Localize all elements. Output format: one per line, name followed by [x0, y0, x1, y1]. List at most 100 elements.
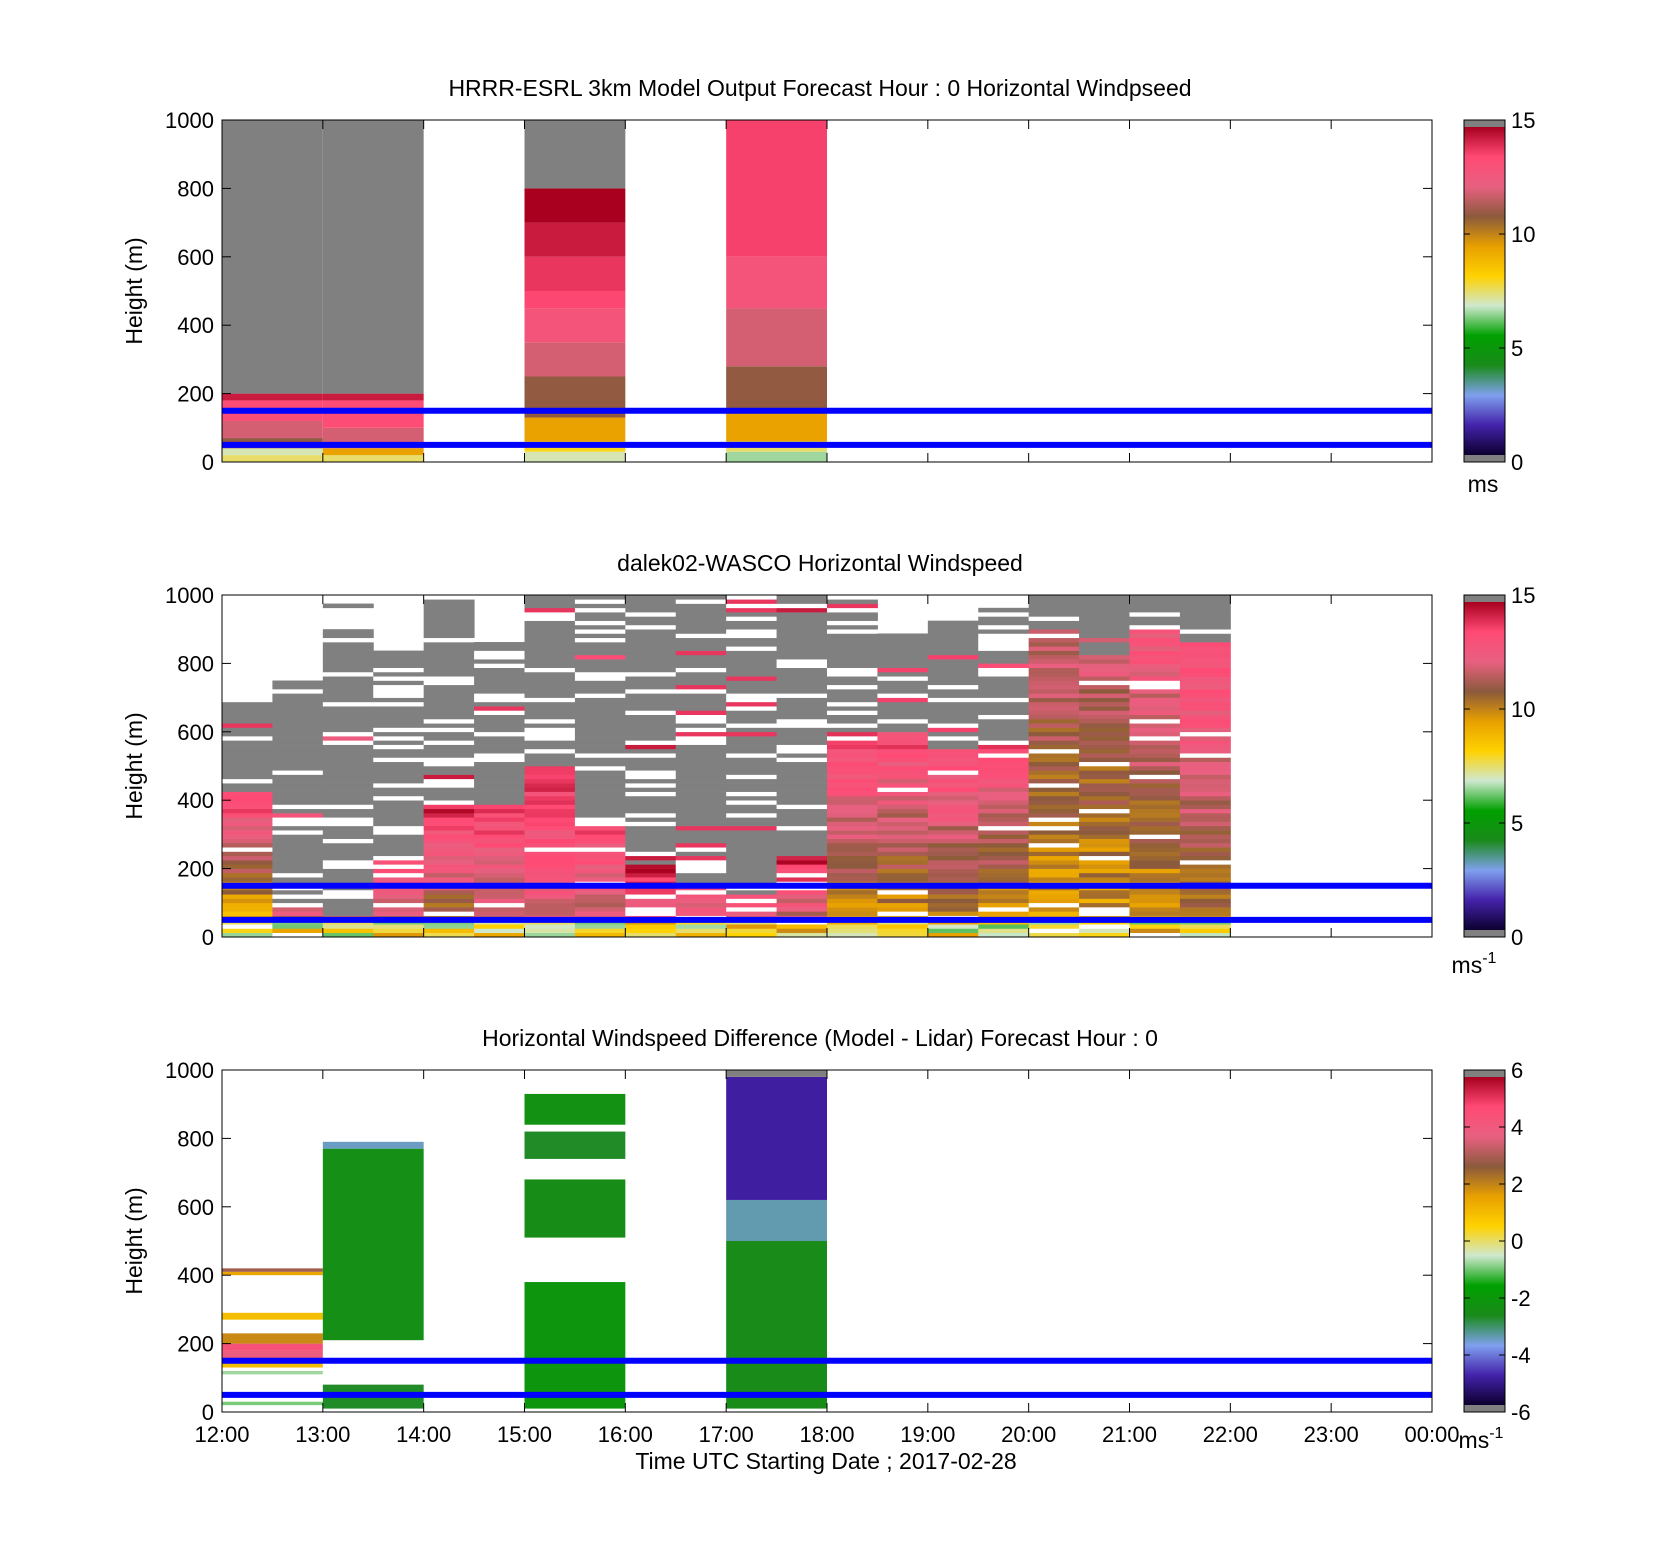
- panel2-cell: [524, 842, 576, 848]
- panel2-cell: [978, 834, 1030, 839]
- panel2-cell: [1129, 821, 1181, 827]
- panel2-cell: [1028, 889, 1080, 895]
- panel2-cell: [776, 757, 828, 763]
- panel2-cell: [423, 868, 475, 874]
- panel2-cell: [574, 603, 626, 609]
- panel2-cell: [1179, 821, 1231, 827]
- panel2-cell: [625, 595, 677, 600]
- panel2-cell: [726, 834, 778, 839]
- panel2-cell: [978, 770, 1030, 775]
- panel2-cell: [574, 624, 626, 630]
- panel2-cell: [1028, 659, 1080, 664]
- panel2-cell: [877, 766, 929, 771]
- panel2-cell: [524, 825, 576, 831]
- panel2-cell: [625, 821, 677, 827]
- panel2-cell: [1129, 633, 1181, 639]
- panel2-cell: [1129, 791, 1181, 797]
- panel2-cell: [675, 911, 727, 916]
- panel2-cell: [524, 761, 576, 767]
- panel2-cell: [675, 663, 727, 668]
- panel2-cell: [423, 770, 475, 775]
- panel2-cell: [1028, 736, 1080, 741]
- panel2-cell: [877, 671, 929, 677]
- panel2-cell: [574, 612, 626, 617]
- panel2-cell: [675, 680, 727, 686]
- panel2-cell: [1179, 680, 1231, 686]
- panel2-cell: [776, 744, 828, 750]
- panel2-cell: [675, 902, 727, 908]
- panel2-cell: [222, 753, 273, 758]
- panel3-ytick-label: 400: [177, 1263, 214, 1288]
- panel2-cell: [474, 842, 525, 848]
- panel2-cell: [423, 825, 475, 831]
- panel2-cell: [373, 723, 425, 728]
- panel2-cell: [222, 770, 273, 775]
- panel2-cell: [726, 783, 778, 788]
- panel2-cell: [1129, 855, 1181, 861]
- panel2-cell: [877, 727, 929, 733]
- panel2-cell: [1179, 795, 1231, 801]
- panel2-cell: [1079, 616, 1130, 621]
- panel2-cell: [1079, 877, 1130, 882]
- panel2-cell: [1028, 778, 1080, 784]
- panel2-cell: [877, 731, 929, 737]
- panel2-cell: [1028, 637, 1080, 643]
- panel2-cell: [675, 928, 727, 934]
- panel2-cell: [625, 654, 677, 660]
- panel2-cell: [474, 646, 525, 651]
- panel2-cell: [524, 808, 576, 814]
- panel2-cell: [474, 907, 525, 912]
- panel2-cell: [1079, 778, 1130, 784]
- panel2-cell: [776, 650, 828, 656]
- panel2-cell: [877, 761, 929, 767]
- panel2-cell: [877, 902, 929, 908]
- colorbar-gradient-bar: [1464, 1077, 1505, 1405]
- panel2-cell: [978, 761, 1030, 767]
- panel2-cell: [1129, 928, 1181, 934]
- panel2-cell: [1079, 624, 1130, 630]
- panel2-cell: [524, 646, 576, 651]
- panel1-cell-c2-s0: [524, 451, 626, 462]
- panel2-cell: [625, 847, 677, 852]
- panel2-cell: [827, 650, 878, 656]
- colorbar-tick-label: 0: [1511, 925, 1523, 950]
- panel2-cell: [574, 706, 626, 711]
- panel2-cell: [927, 624, 979, 630]
- panel2-cell: [574, 766, 626, 771]
- panel2-cell: [272, 783, 324, 788]
- panel2-cell: [574, 902, 626, 908]
- panel2-cell: [1079, 710, 1130, 715]
- panel2-cell: [1129, 774, 1181, 780]
- panel2-cell: [927, 787, 979, 792]
- panel2-cell: [625, 813, 677, 818]
- panel2-cell: [373, 821, 425, 827]
- panel2-cell: [978, 671, 1030, 677]
- panel2-cell: [726, 740, 778, 745]
- panel2-cell: [726, 654, 778, 660]
- panel2-cell: [1129, 864, 1181, 869]
- panel2-cell: [877, 740, 929, 745]
- panel2-cell: [927, 697, 979, 703]
- panel2-cell: [474, 676, 525, 681]
- panel2-cell: [978, 744, 1030, 750]
- panel2-cell: [322, 671, 374, 677]
- panel2-cell: [1179, 697, 1231, 703]
- colorbar-tick-label: 0: [1511, 450, 1523, 475]
- panel2-ytick-label: 400: [177, 788, 214, 813]
- panel2-cell: [322, 928, 374, 934]
- panel2-cell: [675, 650, 727, 656]
- panel2-cell: [322, 778, 374, 784]
- panel2-cell: [827, 680, 878, 686]
- panel2-cell: [423, 855, 475, 861]
- panel2-cell: [1079, 825, 1130, 831]
- panel2-cell: [1079, 646, 1130, 651]
- panel2-cell: [877, 689, 929, 694]
- panel2-cell: [574, 671, 626, 677]
- panel2-cell: [423, 791, 475, 797]
- panel2-cell: [827, 646, 878, 651]
- panel2-cell: [1079, 872, 1130, 878]
- panel2-cell: [1028, 624, 1080, 630]
- panel2-cell: [373, 830, 425, 835]
- panel2-cell: [625, 671, 677, 677]
- panel2-cell: [726, 830, 778, 835]
